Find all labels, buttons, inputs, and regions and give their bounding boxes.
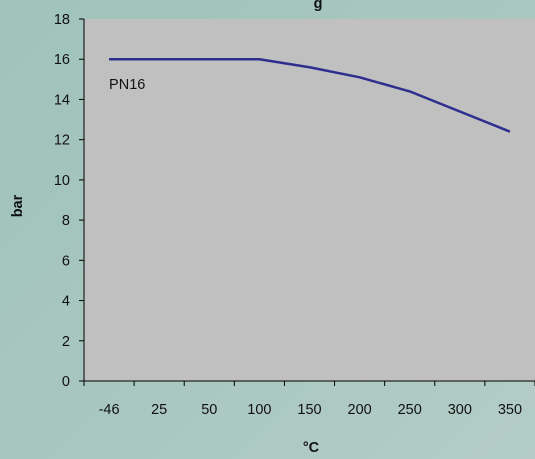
y-tick-label: 16 (54, 52, 70, 68)
y-tick-label: 6 (62, 253, 70, 269)
x-tick-label: 150 (297, 402, 321, 418)
y-axis-title: bar (10, 194, 26, 217)
x-tick-label: 50 (201, 402, 217, 418)
y-tick-label: 8 (62, 213, 70, 229)
x-tick-label: 250 (398, 402, 422, 418)
y-tick-label: 2 (62, 334, 70, 350)
y-tick-label: 0 (62, 374, 70, 390)
x-axis-title: °C (303, 440, 320, 456)
x-tick-label: 100 (247, 402, 271, 418)
chart-title-fragment: g (314, 0, 323, 12)
x-tick-label: 25 (151, 402, 167, 418)
x-tick-label: 200 (348, 402, 372, 418)
chart-marks: PN16 (109, 57, 511, 133)
y-tick-label: 18 (54, 12, 70, 28)
series-label: PN16 (109, 77, 145, 93)
y-tick-label: 14 (54, 92, 70, 108)
y-tick-label: 12 (54, 133, 70, 149)
x-tick-label: -46 (99, 402, 120, 418)
x-tick-label: 350 (498, 402, 522, 418)
y-tick-label: 10 (54, 173, 70, 189)
y-tick-label: 4 (62, 294, 70, 310)
x-tick-label: 300 (448, 402, 472, 418)
series-line (109, 57, 511, 133)
axes: 0 2 4 6 8 10 12 14 16 18 -46 25 50 100 150 200 250 300 350 (54, 12, 535, 418)
plot-area (84, 19, 535, 381)
